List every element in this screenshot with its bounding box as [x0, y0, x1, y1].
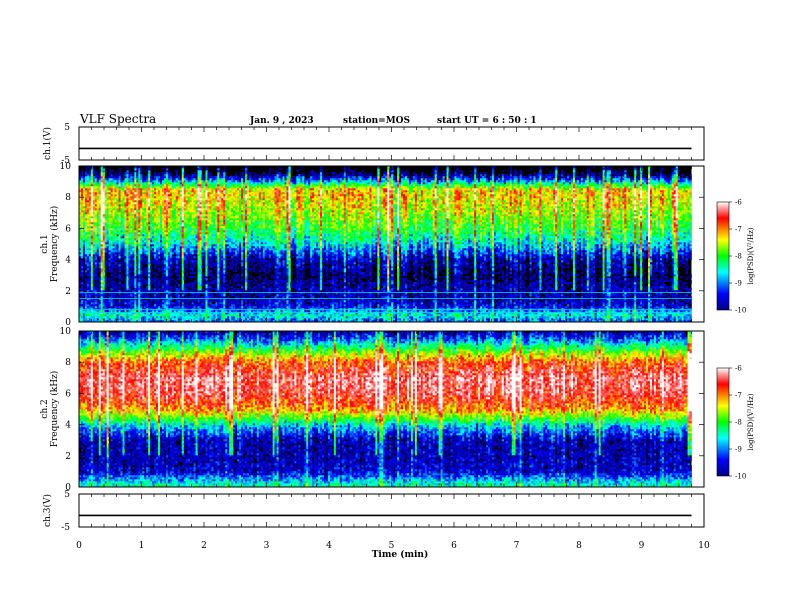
colorbar-tick-label: -7: [735, 392, 742, 400]
x-tick-label: 5: [389, 541, 395, 551]
station-label: station=MOS: [343, 116, 410, 126]
ch1-y-axis-label: ch.1Frequency (kHz): [40, 206, 60, 283]
colorbar-tick-label: -9: [735, 280, 742, 288]
colorbar-tick-label: -6: [735, 199, 742, 207]
y-tick-label: 10: [60, 327, 72, 337]
colorbar-tick-label: -8: [735, 419, 742, 427]
x-tick-label: 2: [201, 541, 207, 551]
x-tick-label: 7: [514, 541, 520, 551]
x-axis-tick-labels: 0 1 2 3 4 5 6 7 8 9 10: [76, 541, 710, 551]
ch2-y-axis-label: ch.2Frequency (kHz): [40, 371, 60, 448]
y-tick-label: 10: [60, 162, 72, 172]
y-tick-label: 4: [65, 256, 71, 266]
x-tick-label: 4: [326, 541, 332, 551]
start-time-label: start UT = 6 : 50 : 1: [437, 116, 537, 126]
y-tick-label: 0: [65, 318, 71, 328]
colorbar-label: log(PSD)(V²/Hz): [747, 227, 755, 284]
ch3-y-axis-label: ch.3(V): [42, 494, 53, 527]
y-tick-label: 5: [64, 123, 70, 133]
colorbar-tick-label: -7: [735, 226, 742, 234]
y-tick-label: 5: [64, 490, 70, 500]
colorbar-tick-label: -8: [735, 253, 742, 261]
x-tick-label: 1: [139, 541, 145, 551]
y-tick-label: -5: [61, 523, 70, 533]
colorbar-tick-label: -10: [735, 473, 746, 481]
ch2-spectrogram-panel: 0 2 4 6 8 10 ch.2Frequency (kHz): [40, 327, 705, 493]
x-tick-label: 10: [698, 541, 710, 551]
colorbar-tick-label: -9: [735, 446, 742, 454]
ch1-waveform-panel: 5 -5 ch.1(V): [42, 123, 705, 166]
ch1-colorbar: -6 -7 -8 -9 -10 log(PSD)(V²/Hz): [716, 199, 755, 315]
colorbar-label: log(PSD)(V²/Hz): [747, 393, 755, 450]
x-tick-label: 3: [264, 541, 270, 551]
y-tick-label: 2: [65, 287, 71, 297]
ch2-colorbar: -6 -7 -8 -9 -10 log(PSD)(V²/Hz): [716, 365, 755, 481]
ch1-y-axis-label: ch.1(V): [42, 127, 53, 160]
x-axis-label: Time (min): [372, 549, 429, 560]
y-tick-label: -5: [61, 156, 70, 166]
y-tick-label: 6: [65, 389, 71, 399]
x-tick-label: 8: [576, 541, 582, 551]
colorbar-tick-label: -10: [735, 307, 746, 315]
ch1-spectrogram-panel: 0 2 4 6 8 10 ch.1Frequency (kHz): [40, 162, 705, 328]
ch3-waveform-panel: 5 -5 ch.3(V): [42, 490, 705, 533]
y-tick-label: 2: [65, 452, 71, 462]
ch2-spectrogram-image: [79, 331, 692, 488]
colorbar-gradient: [716, 201, 730, 311]
x-tick-label: 9: [639, 541, 645, 551]
ch1-spectrogram-image: [79, 166, 692, 323]
y-tick-label: 8: [65, 358, 71, 368]
date-label: Jan. 9 , 2023: [249, 116, 314, 126]
y-tick-label: 8: [65, 193, 71, 203]
x-tick-label: 0: [76, 541, 82, 551]
y-tick-label: 4: [65, 421, 71, 431]
x-tick-label: 6: [451, 541, 457, 551]
colorbar-gradient: [716, 367, 730, 477]
y-tick-label: 0: [65, 483, 71, 493]
figure-title: VLF Spectra: [79, 112, 156, 126]
y-tick-label: 6: [65, 224, 71, 234]
colorbar-tick-label: -6: [735, 365, 742, 373]
